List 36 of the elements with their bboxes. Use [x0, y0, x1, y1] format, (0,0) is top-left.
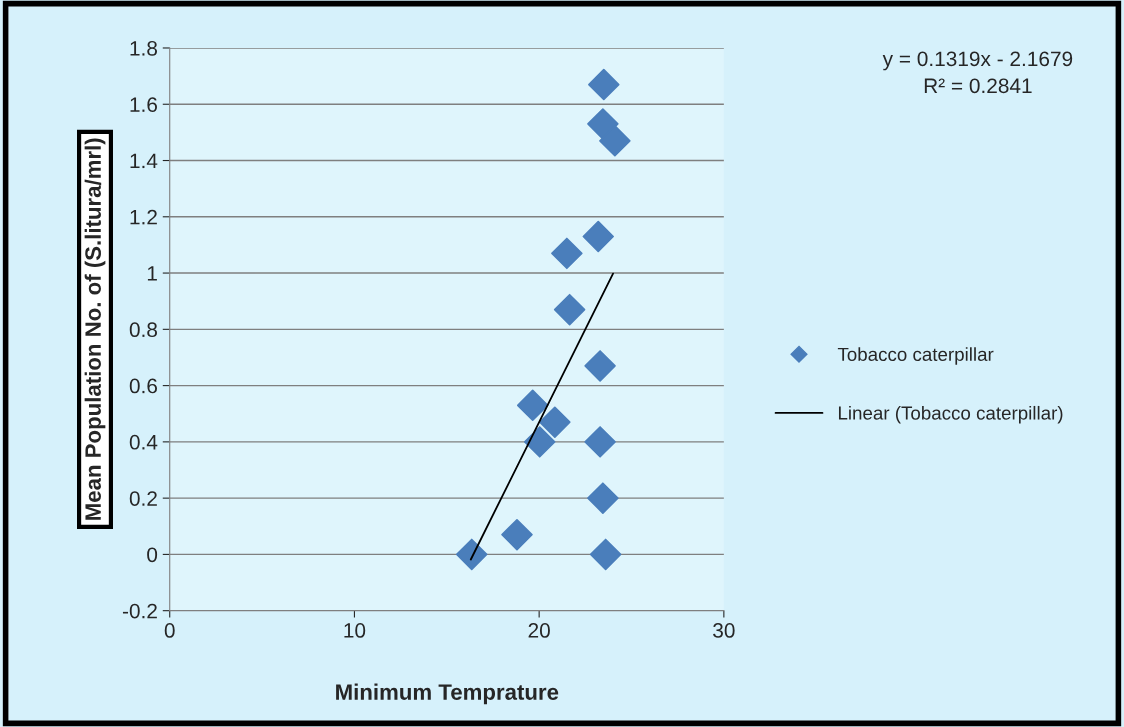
point — [455, 538, 488, 571]
y-axis-title: Mean Population No. of (S.litura/mrl) — [84, 138, 106, 520]
point — [523, 426, 556, 458]
y-tick-label: 1.2 — [130, 209, 157, 225]
y-tick-label: 0.4 — [129, 434, 158, 450]
point — [501, 518, 533, 551]
point — [587, 482, 619, 514]
y-tick-label: 0.2 — [129, 491, 157, 506]
point — [584, 350, 616, 382]
y-tick-label: 0 — [147, 547, 158, 563]
x-tick-label: 30 — [713, 623, 735, 638]
x-tick-label: 20 — [528, 623, 550, 638]
y-tick-label: 1.4 — [130, 153, 158, 169]
point — [588, 68, 620, 101]
x-tick-label: 0 — [164, 623, 175, 638]
point — [539, 406, 571, 438]
y-tick-label: 0.8 — [129, 322, 158, 338]
y-tick-label: 0.6 — [129, 378, 158, 394]
point — [589, 538, 622, 571]
x-tick-label: 10 — [344, 623, 366, 638]
point — [551, 237, 583, 270]
point — [553, 293, 586, 326]
y-tick-label: -0.2 — [122, 603, 157, 619]
y-tick-label: 1.6 — [130, 97, 158, 113]
y-tick-label: 1 — [147, 266, 157, 281]
x-axis-title: Minimum Temprature — [336, 683, 559, 705]
text: y = 0.1319x - 2.1679 — [882, 51, 1073, 71]
text: R² = 0.2841 — [924, 78, 1032, 94]
y-tick-label: 1.8 — [130, 40, 158, 56]
legend-label: Tobacco caterpillar — [837, 347, 994, 365]
point — [582, 220, 614, 253]
point — [516, 389, 549, 422]
point — [584, 426, 616, 458]
point — [587, 108, 619, 140]
legend-label: Linear (Tobacco caterpillar) — [838, 405, 1063, 424]
point — [599, 125, 631, 157]
